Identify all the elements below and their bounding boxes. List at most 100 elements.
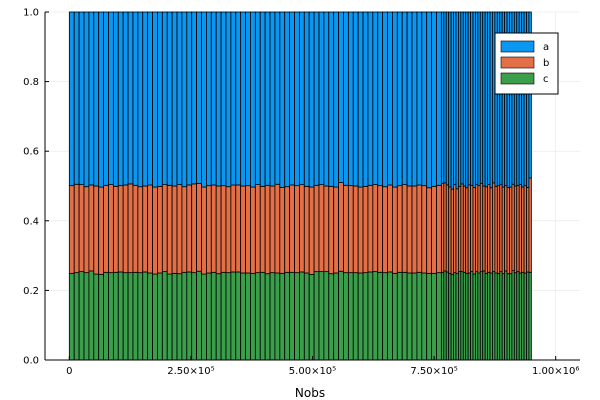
bar-b-26 (196, 183, 202, 272)
bar-a-3 (83, 11, 90, 188)
bar-a-112 (528, 11, 532, 179)
bar-c-2 (78, 271, 85, 361)
bar-a-38 (254, 11, 261, 186)
y-tick-label-1: 0.2 (23, 286, 39, 297)
bar-b-27 (201, 186, 207, 275)
bar-c-75 (436, 272, 442, 361)
bar-a-45 (289, 11, 295, 186)
bar-a-39 (259, 11, 266, 187)
bar-a-55 (338, 11, 344, 183)
legend-label-b: b (543, 58, 549, 69)
bar-b-35 (240, 185, 246, 274)
bar-a-35 (240, 11, 246, 187)
bar-b-69 (406, 185, 413, 274)
bar-a-66 (392, 11, 398, 188)
bar-c-55 (338, 270, 344, 361)
bar-c-12 (127, 272, 134, 361)
bar-c-36 (245, 272, 251, 361)
bar-a-10 (117, 11, 124, 187)
bar-a-6 (98, 11, 104, 188)
bar-c-64 (382, 272, 388, 361)
bar-c-34 (235, 271, 242, 361)
legend-swatch-a (500, 40, 535, 53)
bar-c-0 (68, 272, 75, 361)
bar-a-74 (431, 11, 437, 187)
bar-a-34 (235, 11, 242, 186)
legend-label-c: c (543, 74, 549, 85)
bar-b-46 (294, 185, 300, 274)
bar-c-71 (416, 271, 423, 361)
bar-c-68 (401, 271, 408, 361)
bar-a-54 (333, 11, 339, 188)
bar-a-27 (201, 11, 207, 188)
bar-b-11 (122, 184, 129, 274)
bar-c-37 (250, 272, 256, 361)
bar-c-53 (328, 273, 335, 361)
bar-c-7 (103, 271, 109, 361)
bar-b-12 (127, 183, 134, 274)
bar-b-40 (264, 184, 271, 275)
bar-a-37 (250, 11, 256, 188)
bar-c-54 (333, 272, 339, 361)
bar-b-74 (431, 185, 437, 274)
bar-a-30 (215, 11, 222, 187)
bar-a-12 (127, 11, 134, 185)
bar-b-13 (132, 184, 139, 273)
bar-a-8 (108, 11, 114, 186)
bar-c-58 (352, 272, 359, 361)
bar-c-50 (313, 271, 320, 361)
bar-a-61 (367, 11, 374, 186)
bar-b-60 (362, 185, 369, 274)
bar-b-71 (416, 184, 423, 273)
bar-b-14 (137, 186, 144, 274)
bar-b-47 (299, 184, 305, 273)
x-tick-label-2: 5.00×10⁵ (289, 366, 336, 377)
bar-b-4 (88, 184, 95, 272)
bar-b-49 (308, 186, 315, 275)
bar-c-39 (259, 271, 266, 361)
bar-c-59 (357, 272, 364, 361)
bar-c-65 (387, 271, 393, 361)
bar-a-64 (382, 11, 388, 188)
x-tick-label-3: 7.50×10⁵ (410, 366, 457, 377)
bar-b-67 (396, 185, 403, 273)
bar-c-20 (166, 273, 173, 361)
bar-c-31 (220, 271, 227, 361)
bar-c-18 (157, 272, 163, 361)
bar-b-61 (367, 184, 374, 273)
bar-c-45 (289, 271, 295, 361)
bar-b-21 (171, 185, 178, 274)
bar-b-31 (220, 185, 227, 273)
legend-swatch-c (500, 72, 535, 85)
bar-a-1 (73, 11, 80, 185)
bar-b-45 (289, 184, 295, 273)
bar-c-44 (284, 271, 291, 361)
bar-a-48 (303, 11, 310, 187)
x-tick-label-4: 1.00×10⁶ (532, 366, 579, 377)
bar-b-75 (436, 184, 442, 274)
bar-c-62 (372, 271, 379, 361)
bar-a-20 (166, 11, 173, 186)
bar-c-48 (303, 272, 310, 361)
bar-c-28 (205, 272, 212, 361)
bar-a-4 (88, 11, 95, 186)
bar-c-67 (396, 271, 403, 361)
bar-b-70 (411, 185, 418, 274)
bar-c-32 (225, 272, 232, 361)
bar-b-15 (142, 185, 149, 273)
bar-a-41 (269, 11, 276, 187)
bar-b-24 (186, 184, 193, 273)
bar-c-1 (73, 272, 80, 361)
bar-b-20 (166, 184, 173, 275)
bar-c-56 (343, 272, 349, 361)
bar-a-47 (299, 11, 305, 186)
bar-a-29 (210, 11, 217, 186)
axes-group (44, 11, 580, 361)
bar-b-2 (78, 184, 85, 273)
bar-b-57 (347, 185, 354, 274)
bar-b-72 (421, 185, 428, 274)
bar-c-52 (323, 271, 330, 361)
bar-c-11 (122, 272, 129, 361)
legend: abc (494, 32, 559, 95)
bar-c-19 (161, 271, 168, 361)
